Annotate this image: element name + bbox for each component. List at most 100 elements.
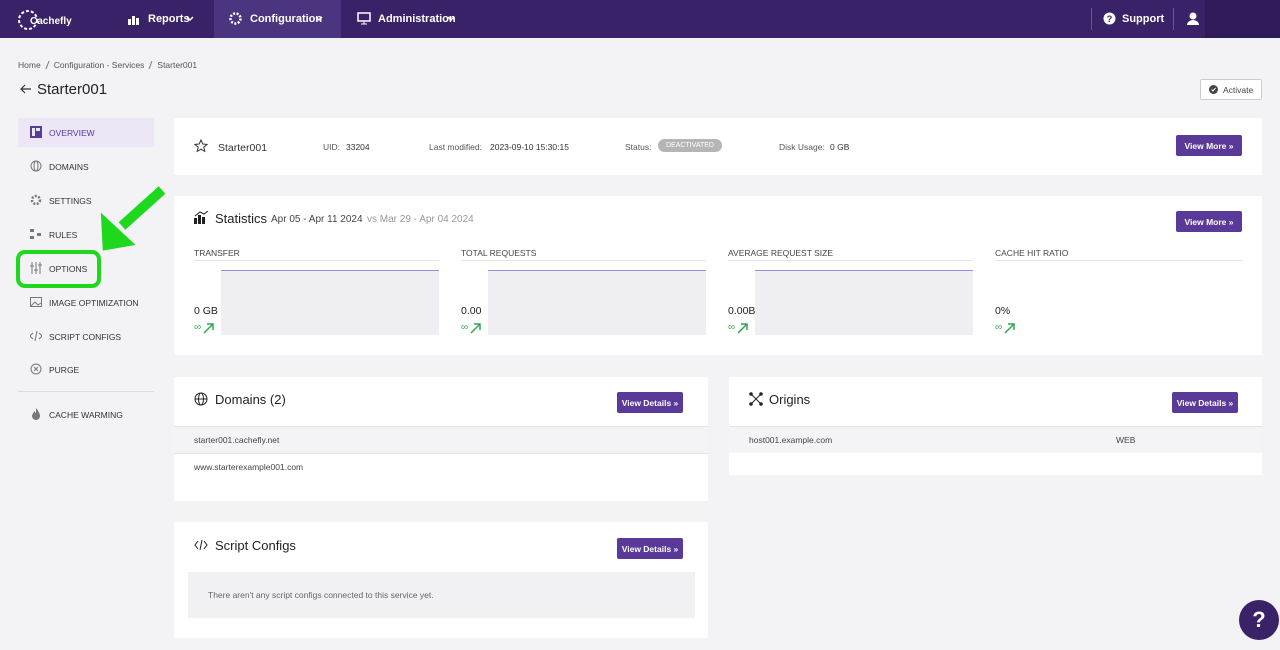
nav-item[interactable]: Configuration [250,13,323,25]
sidebar-item[interactable]: OVERVIEW [18,118,154,147]
empty-message: There aren't any script configs connecte… [188,572,695,618]
uid-label: UID: [323,142,340,152]
help-button[interactable]: ? [1239,600,1279,640]
metric-divider [461,260,706,261]
help-icon: ? [1103,12,1116,25]
domains-card: Domains (2) View Details » starter001.ca… [174,377,708,501]
origins-card: Origins View Details » host001.example.c… [729,377,1262,475]
view-details-button[interactable]: View Details » [1172,392,1238,413]
crumb: Starter001 [157,60,198,70]
disk-usage: 0 GB [830,142,850,152]
sparkline [488,270,706,335]
gear-icon [229,12,242,25]
icon [30,363,42,375]
separator [148,60,153,70]
logo-icon [18,10,38,30]
domain-row: www.starterexample001.com [174,453,708,480]
sidebar-item[interactable]: RULES [18,220,154,249]
sidebar-item[interactable]: CACHE WARMING [18,400,154,429]
metric-label: CACHE HIT RATIO [995,248,1069,258]
sidebar-item[interactable]: SCRIPT CONFIGS [18,322,154,351]
metric-change: ∞ [461,322,469,333]
nav-item[interactable]: Reports [148,13,190,25]
compare-range: vs Mar 29 - Apr 04 2024 [367,214,474,225]
page-title: Starter001 [37,81,108,98]
divider [1091,8,1092,30]
back-arrow[interactable] [20,84,32,94]
trend-arrow [1004,323,1015,334]
view-details-button[interactable]: View Details » [617,538,683,559]
metric-value: 0.00 [461,305,482,317]
support-link[interactable]: Support [1122,13,1165,25]
icon [30,262,42,274]
metric-divider [728,260,973,261]
monitor-icon [357,12,371,25]
activate-label: Activate [1223,84,1254,95]
card-title: Script Configs [215,538,296,553]
sparkline-line [221,270,439,271]
service-card: Starter001 UID: 33204 Last modified: 202… [174,118,1262,175]
sparkline [221,270,439,335]
divider [1173,8,1174,30]
card-title: Statistics [215,211,268,226]
icon [30,330,42,342]
status-label: Status: [625,142,652,152]
sidebar-item[interactable]: OPTIONS [18,254,154,283]
crumb[interactable]: Configuration - Services [53,60,145,70]
logo[interactable]: Cachefly [30,16,72,27]
origin-row: host001.example.com WEB [729,426,1262,453]
icon [30,160,42,172]
icon [30,194,42,206]
metric-change: ∞ [194,322,202,333]
sparkline-line [755,270,973,271]
sidebar-item[interactable]: IMAGE OPTIMIZATION [18,288,154,317]
metric-divider [194,260,439,261]
chevron [447,16,455,22]
separator [45,60,50,70]
top-nav: Cachefly Reports Configuration Administr… [0,0,1280,38]
metric-value: 0 GB [194,305,218,317]
service-name: Starter001 [218,142,268,154]
disk-label: Disk Usage: [779,142,825,152]
sidebar-item[interactable]: DOMAINS [18,152,154,181]
crumb[interactable]: Home [18,60,41,70]
icon [30,229,41,239]
trend-arrow [737,323,748,334]
code-icon [194,540,208,550]
breadcrumb: Home Configuration - Services Starter001 [18,60,197,70]
sidebar-item[interactable]: PURGE [18,355,154,384]
sidebar-divider [18,391,154,392]
metric-label: TOTAL REQUESTS [461,248,537,258]
icon [30,126,42,138]
origins-icon [749,392,763,406]
view-details-button[interactable]: View Details » [617,392,683,413]
domain-row: starter001.cachefly.net [174,426,708,453]
uid: 33204 [346,142,370,152]
metric-change: ∞ [995,322,1003,333]
metric-label: TRANSFER [194,248,240,258]
icon [32,408,40,420]
svg-text:?: ? [1107,14,1113,24]
activate-button[interactable]: Activate [1200,79,1262,100]
card-title: Origins [769,392,811,407]
nav-item[interactable]: Administration [378,13,456,25]
trend-arrow [203,323,214,334]
origin-cell: WEB [1116,435,1136,445]
origin-cell: host001.example.com [749,435,833,445]
user-icon[interactable] [1186,12,1200,26]
chevron [186,16,194,22]
annotation [16,186,166,288]
star-icon[interactable] [194,139,208,153]
modified-label: Last modified: [429,142,482,152]
sidebar-item[interactable]: SETTINGS [18,186,154,215]
status-badge: DEACTIVATED [658,139,722,152]
metric-label: AVERAGE REQUEST SIZE [728,248,834,258]
view-more-button[interactable]: View More » [1176,211,1242,232]
card-title: Domains (2) [215,392,286,407]
nav-end [1205,0,1280,38]
metric-change: ∞ [728,322,736,333]
globe-icon [194,392,208,406]
view-more-button[interactable]: View More » [1176,135,1242,156]
reports-icon [128,16,139,25]
metric-value: 0% [995,305,1011,317]
